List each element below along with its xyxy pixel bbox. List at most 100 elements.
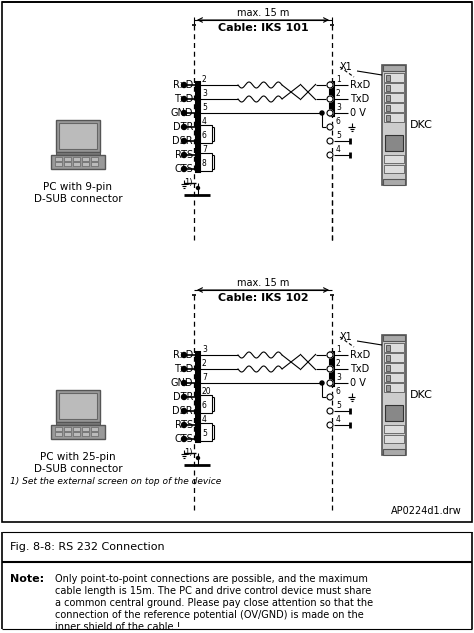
Bar [384, 383, 404, 392]
Bar [384, 343, 404, 352]
Text: RxD: RxD [173, 350, 193, 360]
Bar [200, 395, 212, 413]
Bar [55, 157, 62, 161]
Bar [82, 162, 89, 165]
Bar [384, 425, 404, 433]
Bar [386, 105, 390, 111]
Text: cable length is 15m. The PC and drive control device must share: cable length is 15m. The PC and drive co… [55, 586, 371, 596]
Text: connection of the reference potential (OV/GND) is made on the: connection of the reference potential (O… [55, 610, 364, 620]
Text: 1: 1 [336, 345, 341, 354]
Text: 5: 5 [336, 131, 341, 140]
Bar [386, 75, 390, 81]
Bar [55, 427, 62, 430]
Text: DTR: DTR [173, 122, 193, 132]
Text: CTS: CTS [174, 434, 193, 444]
Text: 6: 6 [202, 401, 207, 410]
Circle shape [182, 153, 186, 158]
Circle shape [182, 380, 186, 385]
Text: CTS: CTS [174, 164, 193, 174]
Text: 6: 6 [336, 387, 341, 396]
Bar [82, 427, 89, 430]
Circle shape [182, 111, 186, 115]
Circle shape [327, 422, 333, 428]
Bar [384, 73, 404, 82]
Bar [91, 157, 98, 161]
Bar [64, 162, 71, 165]
Bar [59, 393, 97, 419]
Bar [386, 95, 390, 101]
Text: DKC: DKC [410, 390, 433, 400]
Text: TxD: TxD [174, 364, 193, 374]
Circle shape [327, 366, 333, 372]
Text: 1) Set the external screen on top of the device: 1) Set the external screen on top of the… [10, 477, 221, 486]
Bar [56, 390, 100, 422]
Bar [51, 155, 105, 169]
Text: 5: 5 [202, 429, 207, 438]
Text: TxD: TxD [174, 94, 193, 104]
Text: 5: 5 [336, 401, 341, 410]
Text: GND: GND [171, 108, 193, 118]
Circle shape [182, 367, 186, 372]
Circle shape [320, 381, 324, 385]
Text: TxD: TxD [350, 364, 369, 374]
Text: 3: 3 [202, 89, 207, 98]
Text: 7: 7 [202, 373, 207, 382]
Bar [383, 179, 405, 185]
Bar [386, 385, 390, 391]
Bar [384, 353, 404, 362]
Bar [64, 157, 71, 161]
Bar [51, 425, 105, 439]
Text: DKC: DKC [410, 120, 433, 130]
Circle shape [327, 394, 333, 400]
Bar [82, 157, 89, 161]
Text: inner shield of the cable !: inner shield of the cable ! [55, 622, 181, 632]
Text: DSR: DSR [173, 136, 193, 146]
Bar [386, 85, 390, 91]
Bar [64, 427, 71, 430]
Text: RTS: RTS [175, 420, 193, 430]
Bar [2, 2, 472, 522]
Text: DTR: DTR [173, 392, 193, 402]
Bar [73, 427, 80, 430]
Bar [382, 335, 406, 455]
Bar [383, 449, 405, 455]
Text: max. 15 m: max. 15 m [237, 8, 289, 18]
Bar [59, 123, 97, 149]
Bar [383, 65, 405, 71]
Bar [200, 125, 212, 143]
Text: 3: 3 [336, 103, 341, 112]
Bar [384, 155, 404, 163]
Circle shape [327, 96, 333, 102]
Bar [196, 82, 200, 172]
Bar [384, 93, 404, 102]
Bar [55, 432, 62, 436]
Bar [56, 152, 100, 155]
Bar [55, 162, 62, 165]
Text: RxD: RxD [350, 80, 370, 90]
Text: 3: 3 [336, 373, 341, 382]
Circle shape [327, 408, 333, 414]
Text: 2: 2 [202, 75, 207, 84]
Bar [384, 373, 404, 382]
Bar [82, 432, 89, 436]
Text: 8: 8 [202, 159, 207, 168]
Text: 20: 20 [202, 387, 211, 396]
Circle shape [182, 353, 186, 358]
Text: Note:: Note: [10, 574, 44, 584]
Circle shape [320, 111, 324, 115]
Text: 4: 4 [202, 117, 207, 126]
Text: RxD: RxD [173, 80, 193, 90]
Text: 0 V: 0 V [350, 108, 366, 118]
Bar [200, 423, 212, 441]
Circle shape [182, 125, 186, 130]
Text: X1: X1 [340, 62, 353, 72]
Circle shape [327, 124, 333, 130]
Text: 2: 2 [336, 89, 341, 98]
Circle shape [182, 166, 186, 172]
Text: 4: 4 [336, 145, 341, 154]
Bar [196, 352, 200, 442]
Bar [384, 83, 404, 92]
Bar [73, 157, 80, 161]
Bar [73, 162, 80, 165]
Text: Cable: IKS 101: Cable: IKS 101 [218, 23, 308, 33]
